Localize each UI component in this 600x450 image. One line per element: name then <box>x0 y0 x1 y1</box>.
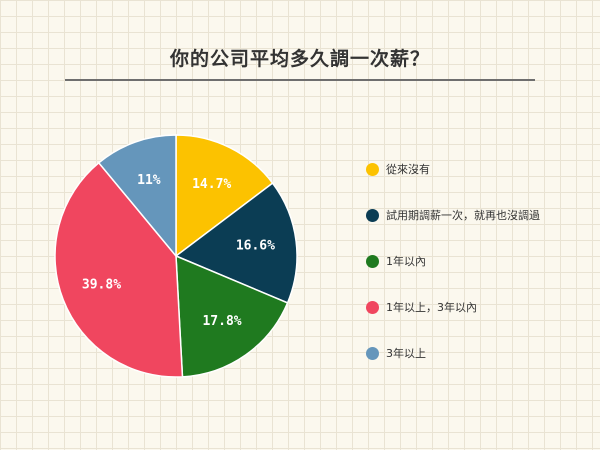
pie-slice-4 <box>97 134 177 259</box>
legend-label-0: 從來沒有 <box>386 163 430 176</box>
legend-swatch-0 <box>366 163 379 176</box>
slice-label-2: 17.8% <box>202 314 241 329</box>
legend-label-3: 1年以上，3年以內 <box>386 301 477 314</box>
pie-slice-1 <box>174 182 298 304</box>
slice-label-1: 16.6% <box>236 239 275 254</box>
legend: 從來沒有試用期調薪一次，就再也沒調過 1年以內 1年以上，3年以內 3年以上 <box>366 162 540 392</box>
chart-title: 你的公司平均多久調一次薪？ <box>169 48 430 70</box>
slice-labels: 14.7% 16.6% 17.8% 39.8% 11% <box>82 173 275 329</box>
legend-item-0: 從來沒有 <box>366 162 540 177</box>
legend-swatch-1 <box>366 209 379 222</box>
legend-label-2: 1年以內 <box>386 255 426 268</box>
slice-label-4: 11% <box>137 173 161 188</box>
pie-slice-3 <box>54 161 184 378</box>
legend-item-1: 試用期調薪一次，就再也沒調過 <box>366 208 540 223</box>
legend-item-3: 1年以上，3年以內 <box>366 300 540 315</box>
slice-label-0: 14.7% <box>192 177 231 192</box>
legend-item-2: 1年以內 <box>366 254 540 269</box>
legend-label-1: 試用期調薪一次，就再也沒調過 <box>386 209 540 222</box>
legend-swatch-3 <box>366 301 379 314</box>
legend-swatch-4 <box>366 347 379 360</box>
slice-label-3: 39.8% <box>82 278 121 293</box>
pie-slices <box>54 134 298 378</box>
pie-slice-0 <box>175 134 274 258</box>
legend-label-4: 3年以上 <box>386 347 426 360</box>
title-divider <box>65 79 535 81</box>
legend-swatch-2 <box>366 255 379 268</box>
pie-slice-2 <box>175 254 289 378</box>
legend-item-4: 3年以上 <box>366 346 540 361</box>
